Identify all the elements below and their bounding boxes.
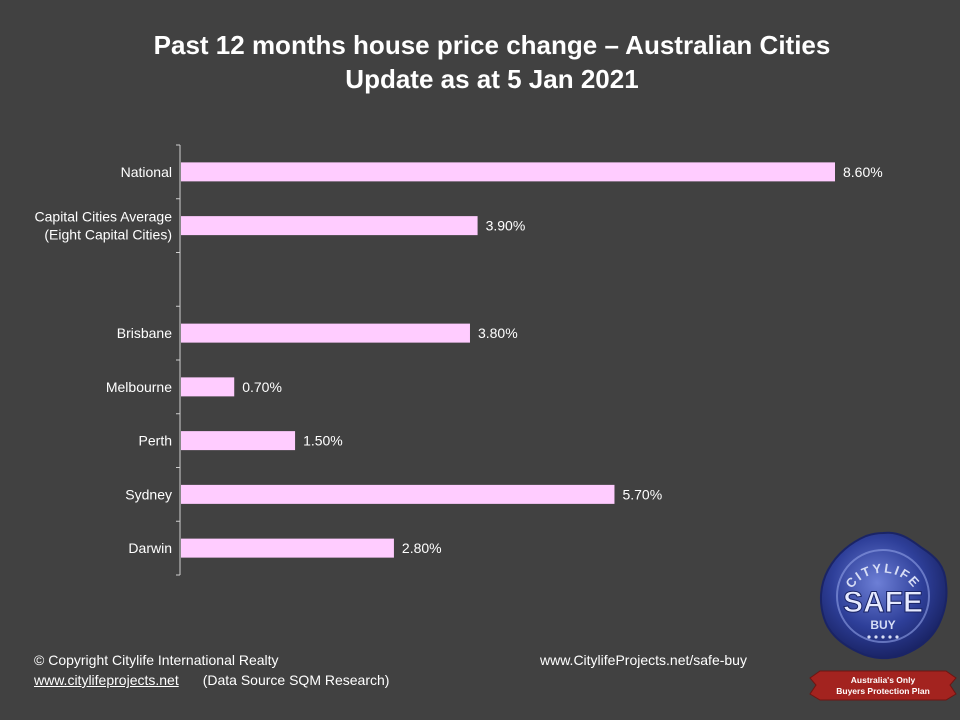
bar-value-label: 0.70% — [242, 379, 282, 395]
safe-buy-url: www.CitylifeProjects.net/safe-buy — [540, 652, 747, 668]
bar-series: 8.60% 3.90% 3.80% 0.70% 1.50% 5.70% 2.80% — [181, 162, 883, 558]
seal-sub-text: BUY — [870, 618, 895, 632]
bar — [181, 484, 615, 504]
seal-inner-ring — [836, 549, 930, 643]
bar — [181, 323, 470, 343]
bar — [181, 216, 478, 236]
safe-buy-seal-logo: CITYLIFE SAFE BUY Australia's Only Buyer… — [809, 531, 957, 701]
bar-value-label: 1.50% — [303, 433, 343, 449]
data-source-text: (Data Source SQM Research) — [202, 672, 390, 688]
bar-value-label: 2.80% — [402, 540, 442, 556]
ribbon-line1: Australia's Only — [851, 675, 916, 685]
seal-dots — [867, 635, 899, 639]
category-label: Perth — [139, 433, 172, 449]
ribbon-banner — [809, 670, 957, 701]
website-link[interactable]: www.citylifeprojects.net — [34, 672, 179, 688]
chart-title: Past 12 months house price change – Aust… — [0, 28, 960, 96]
category-label: Darwin — [128, 540, 172, 556]
seal-main-text: SAFE — [843, 586, 923, 619]
chart-title-line2: Update as at 5 Jan 2021 — [345, 64, 639, 94]
bar-value-label: 8.60% — [843, 164, 883, 180]
ribbon-line2: Buyers Protection Plan — [836, 686, 930, 696]
category-label: Melbourne — [106, 379, 172, 395]
category-label: Brisbane — [117, 325, 172, 341]
footer-credits: © Copyright Citylife International Realt… — [34, 650, 389, 690]
category-axis: National Capital Cities Average (Eight Cap… — [35, 144, 181, 576]
category-label: Sydney — [125, 486, 172, 502]
bar — [181, 377, 235, 397]
bar — [181, 162, 835, 182]
chart-title-line1: Past 12 months house price change – Aust… — [153, 30, 831, 60]
bar-value-label: 3.90% — [486, 218, 526, 234]
bar-value-label: 5.70% — [622, 486, 662, 502]
bar — [181, 431, 296, 451]
copyright-text: © Copyright Citylife International Realt… — [34, 652, 279, 668]
category-label: National — [121, 164, 172, 180]
bar — [181, 538, 394, 558]
bar-value-label: 3.80% — [478, 325, 518, 341]
category-label: Capital Cities Average (Eight Capital Cit… — [35, 209, 173, 243]
